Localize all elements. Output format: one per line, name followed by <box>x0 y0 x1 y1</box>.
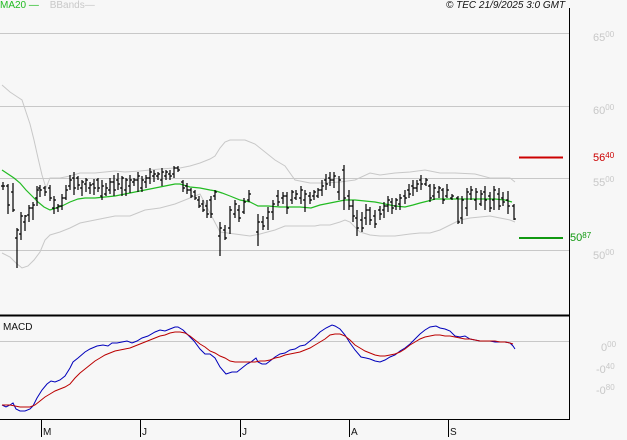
price-axis-label-6000: 6000 <box>593 103 614 117</box>
macd-axis-main: -0 <box>596 385 606 397</box>
resistance-sup: 40 <box>605 151 615 160</box>
legend-bbands: BBands— <box>49 0 95 11</box>
macd-axis-sup: 80 <box>605 383 615 392</box>
price-axis-main: 65 <box>593 32 606 44</box>
bollinger-bands <box>1 84 516 269</box>
macd-axis-sup: 40 <box>605 362 615 371</box>
time-ticks <box>41 420 449 437</box>
macd-axis-main: -0 <box>596 364 606 376</box>
price-bars <box>1 165 516 268</box>
price-axis-label-5000: 5000 <box>593 248 614 262</box>
support-label: 5087 <box>570 231 591 244</box>
macd-axis-sup: 00 <box>607 340 617 349</box>
price-axis-main: 55 <box>593 177 606 189</box>
price-axis-main: 50 <box>593 250 606 262</box>
price-axis-sup: 00 <box>605 103 615 112</box>
macd-axis-main: 0 <box>601 342 608 354</box>
bband-upper <box>1 84 516 190</box>
bband-lower <box>1 193 516 269</box>
price-axis-sup: 00 <box>605 248 615 257</box>
time-label-may: M <box>43 427 52 438</box>
time-label-jul: J <box>242 427 247 438</box>
time-label-jun: J <box>142 427 147 438</box>
resistance-main: 56 <box>593 152 606 164</box>
price-axis-label-6500: 6500 <box>593 30 614 44</box>
macd-axis-label-0: 000 <box>601 340 616 354</box>
price-axis-label-5500: 5500 <box>593 175 614 189</box>
resistance-label: 5640 <box>593 151 614 164</box>
legend-ma20-label: MA20 <box>0 0 27 11</box>
legend-ma20: MA20 — <box>0 0 39 11</box>
signal-line <box>2 331 514 408</box>
price-gridlines <box>0 33 569 251</box>
macd-line <box>1 324 516 412</box>
macd-axis-label-neg080: -080 <box>596 383 615 397</box>
price-axis-main: 60 <box>593 105 606 117</box>
price-axis-sup: 00 <box>605 30 615 39</box>
indicator-legend: MA20 — BBands— <box>0 0 95 12</box>
macd-title: MACD <box>3 322 33 333</box>
support-main: 50 <box>570 232 583 244</box>
legend-bbands-label: BBands <box>49 0 85 11</box>
copyright-timestamp: © TEC 21/9/2025 3:0 GMT <box>446 0 566 11</box>
time-label-aug: A <box>351 427 358 438</box>
price-axis-sup: 00 <box>605 175 615 184</box>
support-sup: 87 <box>582 231 592 240</box>
time-label-sep: S <box>450 427 457 438</box>
macd-axis-label-neg040: -040 <box>596 362 615 376</box>
